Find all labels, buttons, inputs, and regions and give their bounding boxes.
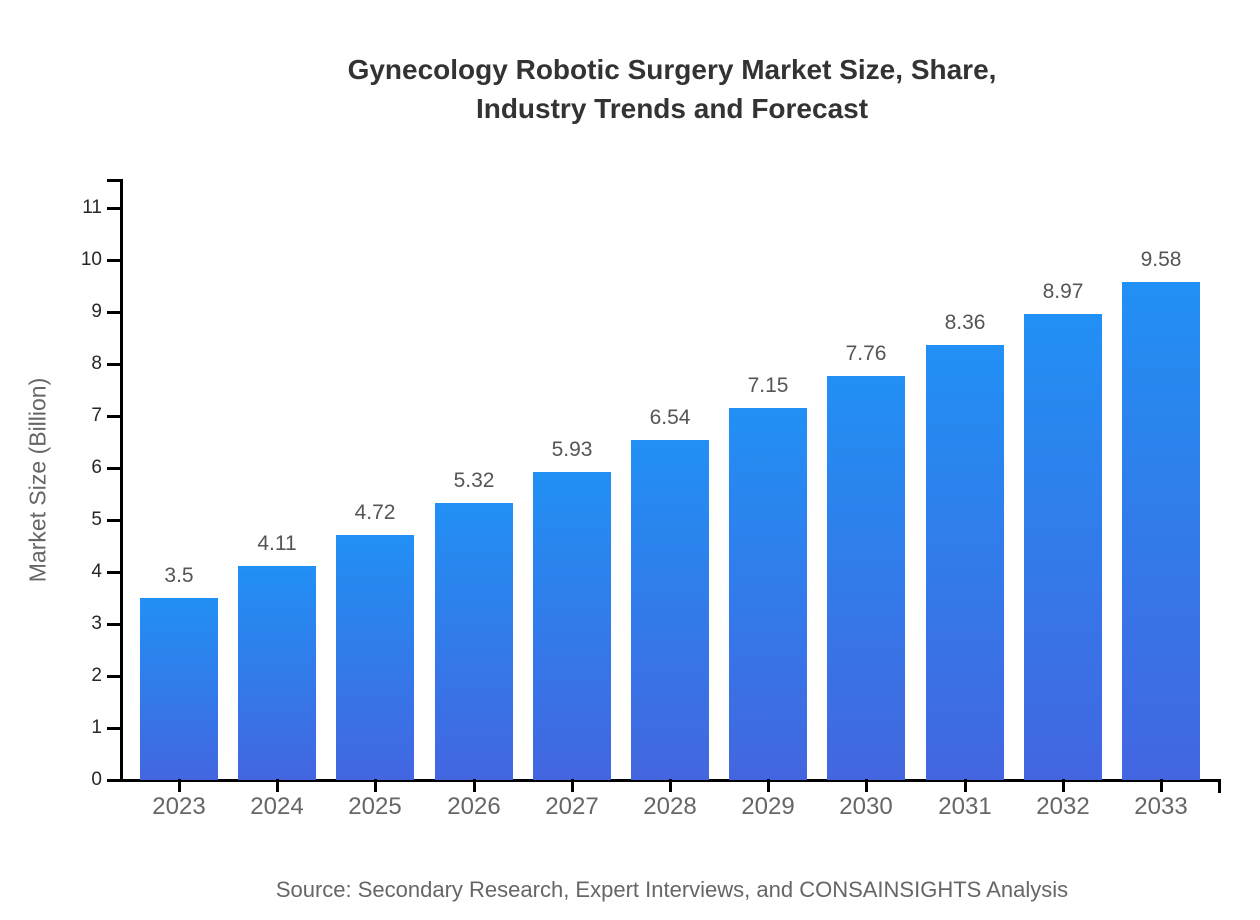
x-category-label: 2031 xyxy=(938,793,992,820)
x-category-label: 2029 xyxy=(741,793,795,820)
y-tick-label: 5 xyxy=(91,509,102,530)
y-axis-line xyxy=(120,179,123,782)
x-axis-tick xyxy=(964,779,967,792)
bar xyxy=(435,503,513,780)
x-category-label: 2030 xyxy=(839,793,893,820)
bar xyxy=(1122,282,1200,780)
y-tick-label: 6 xyxy=(91,457,102,478)
x-axis-tick xyxy=(669,779,672,792)
x-axis-end-cap xyxy=(1218,779,1221,793)
bar-value-label: 5.32 xyxy=(453,469,495,492)
y-axis-tick xyxy=(107,519,121,522)
bar-value-label: 4.11 xyxy=(257,532,297,555)
y-tick-label: 10 xyxy=(80,249,102,270)
y-tick-label: 8 xyxy=(91,353,102,374)
bar xyxy=(533,472,611,780)
x-category-label: 2025 xyxy=(348,793,402,820)
y-axis-top-cap xyxy=(107,179,123,182)
x-axis-tick xyxy=(1062,779,1065,792)
bar-value-label: 8.36 xyxy=(944,311,986,334)
bar-value-label: 9.58 xyxy=(1140,248,1182,271)
y-axis-tick xyxy=(107,363,121,366)
x-category-label: 2024 xyxy=(250,793,304,820)
bar xyxy=(926,345,1004,780)
y-tick-label: 0 xyxy=(91,769,102,790)
plot-area: 0 1 2 3 4 5 6 7 8 9 10 11 3.5 2023 4.11 2024 4.72 2025 5.3… xyxy=(80,179,1221,820)
bar-value-label: 4.72 xyxy=(354,501,396,524)
x-category-label: 2032 xyxy=(1036,793,1090,820)
y-tick-label: 7 xyxy=(91,405,102,426)
bar xyxy=(729,408,807,780)
y-tick-label: 3 xyxy=(91,613,102,634)
bar-value-label: 7.76 xyxy=(845,342,887,365)
x-axis-tick xyxy=(865,779,868,792)
bar xyxy=(140,598,218,780)
y-axis-tick xyxy=(107,675,121,678)
x-axis-tick xyxy=(571,779,574,792)
x-axis-tick xyxy=(178,779,181,792)
bar-value-label: 8.97 xyxy=(1042,280,1084,303)
chart-title: Gynecology Robotic Surgery Market Size, … xyxy=(84,50,1260,128)
x-category-label: 2027 xyxy=(545,793,599,820)
y-axis-tick xyxy=(107,571,121,574)
y-tick-label: 1 xyxy=(91,717,102,738)
y-tick-label: 4 xyxy=(91,561,102,582)
x-category-label: 2026 xyxy=(447,793,501,820)
x-axis-tick xyxy=(473,779,476,792)
y-tick-label: 2 xyxy=(91,665,102,686)
y-axis-tick xyxy=(107,623,121,626)
y-axis-tick xyxy=(107,311,121,314)
x-category-label: 2028 xyxy=(643,793,697,820)
y-tick-label: 9 xyxy=(91,301,102,322)
bar xyxy=(336,535,414,780)
bar xyxy=(238,566,316,780)
bar xyxy=(631,440,709,780)
bar-value-label: 6.54 xyxy=(649,406,691,429)
y-axis-tick xyxy=(107,779,121,782)
y-axis-tick xyxy=(107,207,121,210)
source-note: Source: Secondary Research, Expert Inter… xyxy=(275,877,1069,902)
x-axis-tick xyxy=(276,779,279,792)
x-category-label: 2023 xyxy=(152,793,206,820)
x-axis-tick xyxy=(374,779,377,792)
x-axis-tick xyxy=(767,779,770,792)
x-axis-line xyxy=(107,779,1221,782)
x-category-label: 2033 xyxy=(1134,793,1188,820)
bar xyxy=(1024,314,1102,780)
y-tick-label: 11 xyxy=(82,197,102,218)
bar-value-label: 3.5 xyxy=(164,564,194,587)
y-axis-tick xyxy=(107,467,121,470)
bar-value-label: 5.93 xyxy=(551,438,593,461)
y-axis-tick xyxy=(107,727,121,730)
y-axis-tick xyxy=(107,415,121,418)
bar xyxy=(827,376,905,780)
y-axis-tick xyxy=(107,259,121,262)
x-axis-tick xyxy=(1160,779,1163,792)
chart-title-line2: Industry Trends and Forecast xyxy=(475,93,869,124)
chart-title-line1: Gynecology Robotic Surgery Market Size, … xyxy=(347,54,997,85)
bar-value-label: 7.15 xyxy=(747,374,789,397)
